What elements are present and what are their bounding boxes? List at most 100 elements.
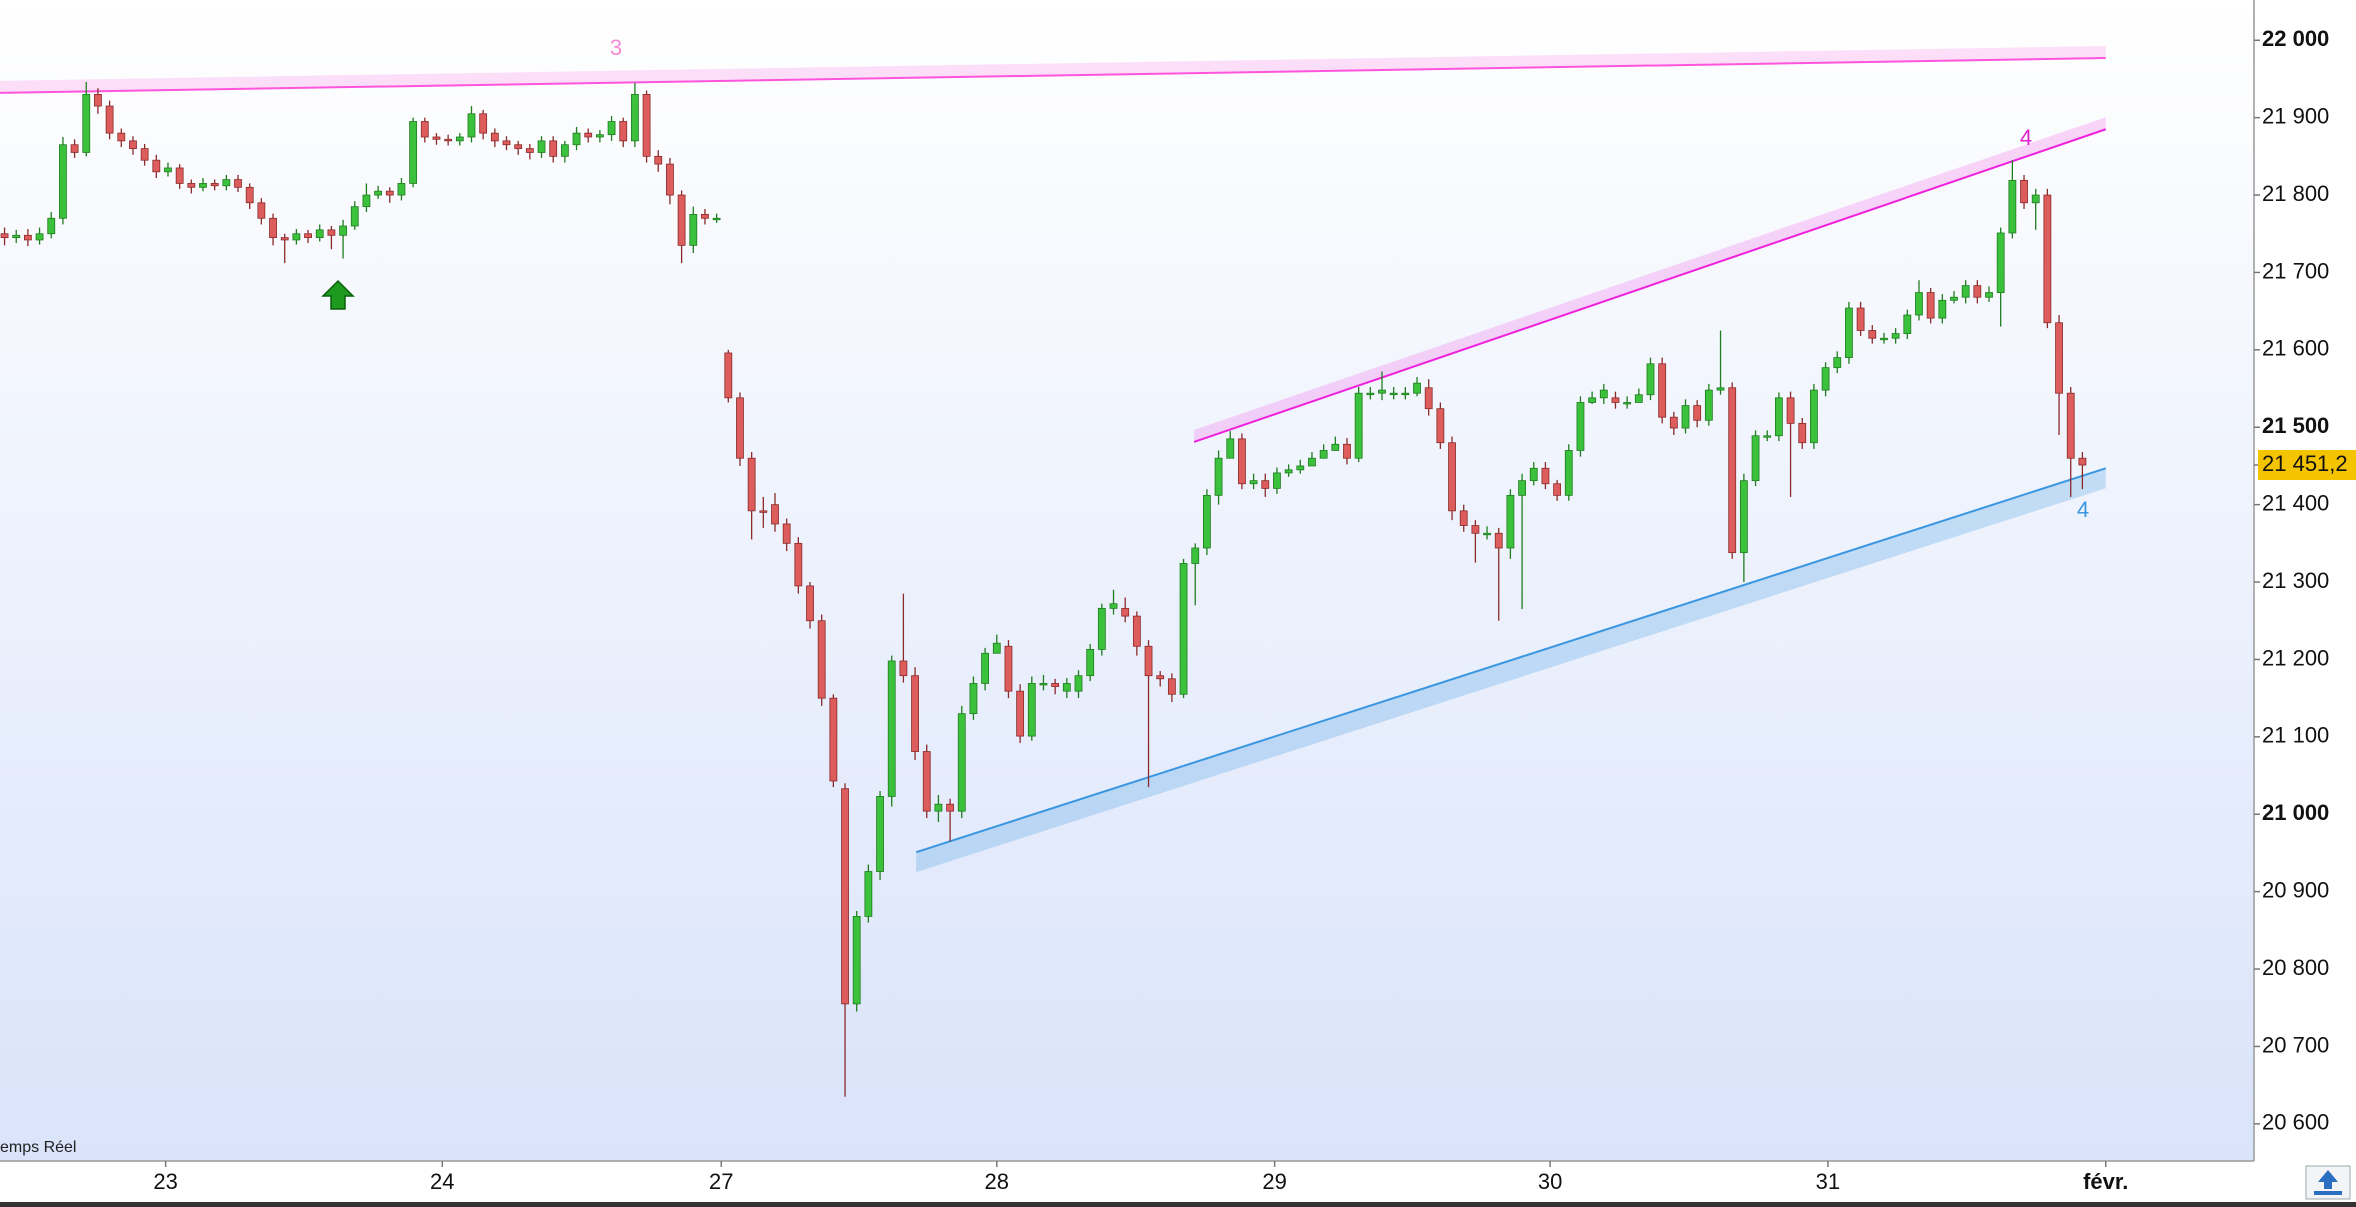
candle-body (1448, 442, 1456, 512)
candle-body (1704, 389, 1713, 421)
x-tick-label: 23 (153, 1169, 177, 1194)
candle-body (164, 167, 172, 173)
candle-body (350, 206, 359, 227)
candle-body (1284, 469, 1293, 474)
y-tick-label: 21 200 (2262, 645, 2329, 670)
candle-body (199, 183, 207, 188)
y-tick-label: 20 700 (2262, 1032, 2329, 1057)
scroll-button[interactable] (2305, 1165, 2351, 1200)
candle-body (1868, 330, 1877, 339)
candle-body (1856, 307, 1865, 331)
trendline (915, 467, 2107, 854)
candle-body (2043, 194, 2052, 324)
candle-body (222, 179, 231, 187)
candle-body (1413, 382, 1421, 394)
candle-body (1203, 494, 1211, 549)
candle-body (397, 183, 406, 196)
candle-body (899, 660, 908, 677)
candle-body (502, 140, 511, 146)
candle-body (2078, 457, 2087, 466)
candle-body (619, 121, 628, 142)
candle-body (560, 144, 569, 157)
candle-body (234, 179, 242, 188)
candle-body (969, 683, 978, 715)
x-tick-label: févr. (2083, 1169, 2128, 1194)
candle-body (1716, 387, 1725, 391)
candle-body (1471, 525, 1480, 534)
candle-body (385, 190, 394, 196)
y-axis-background (2254, 0, 2356, 1161)
candle-body (117, 132, 126, 142)
y-tick-label: 22 000 (2262, 26, 2329, 51)
candle-body (1261, 480, 1270, 489)
candle-body (1378, 389, 1386, 394)
candle-body (35, 233, 44, 241)
candle-body (1167, 678, 1176, 695)
candle-body (1086, 648, 1095, 677)
candle-body (304, 233, 312, 239)
candle-body (82, 94, 91, 153)
candle-body (455, 136, 464, 142)
candle-body (1051, 683, 1060, 687)
candle-body (642, 94, 651, 157)
y-tick-label: 21 900 (2262, 103, 2329, 128)
y-tick-label: 20 800 (2262, 955, 2329, 980)
candle-body (1541, 467, 1550, 485)
candle-body (420, 121, 429, 138)
candle-body (362, 194, 371, 208)
candle-body (1366, 392, 1375, 396)
candle-body (1739, 480, 1748, 554)
candle-body (245, 186, 254, 204)
candle-body (654, 155, 663, 165)
candle-body (327, 229, 336, 236)
candle-body (631, 94, 639, 142)
last-price-label: 21 451,2 (2262, 451, 2348, 476)
candle-body (946, 803, 954, 812)
candle-body (1401, 392, 1410, 396)
candle-body (817, 620, 826, 699)
candle-body (1623, 402, 1632, 405)
candle-body (829, 697, 838, 782)
wave-label: 3 (610, 35, 622, 60)
candle-body (409, 121, 418, 184)
candle-body (1273, 472, 1281, 489)
y-tick-label: 21 100 (2262, 723, 2329, 748)
candle-body (129, 140, 137, 150)
candle-body (280, 237, 289, 241)
candle-body (1681, 405, 1690, 429)
candle-body (1821, 367, 1830, 391)
candle-body (595, 134, 604, 138)
candle-body (794, 542, 803, 587)
candle-body (140, 148, 149, 161)
candle-body (1845, 307, 1853, 358)
candle-body (864, 871, 873, 917)
candle-body (23, 234, 32, 241)
candle-body (841, 788, 849, 1005)
candle-body (1634, 394, 1643, 403)
candle-body (1424, 387, 1433, 410)
trendline-layer (0, 46, 2107, 873)
y-tick-label: 21 400 (2262, 490, 2329, 515)
candle-body (852, 916, 861, 1005)
x-tick-label: 28 (985, 1169, 1009, 1194)
candle-body (747, 457, 756, 512)
candle-body (2055, 322, 2063, 394)
candle-body (2031, 194, 2040, 204)
candle-body (771, 504, 779, 525)
candle-body (1903, 314, 1912, 334)
candle-body (490, 132, 499, 142)
candle-body (1121, 607, 1130, 617)
candle-body (0, 233, 9, 239)
x-tick-label: 31 (1816, 1169, 1840, 1194)
x-tick-label: 24 (430, 1169, 454, 1194)
candle-layer (0, 82, 2087, 1097)
candle-body (1763, 435, 1772, 438)
candle-body (1027, 683, 1036, 737)
candle-body (2020, 179, 2028, 204)
candle-body (1214, 457, 1223, 496)
candle-body (1343, 443, 1351, 459)
trendline-band (0, 46, 2106, 93)
candle-body (374, 190, 382, 196)
